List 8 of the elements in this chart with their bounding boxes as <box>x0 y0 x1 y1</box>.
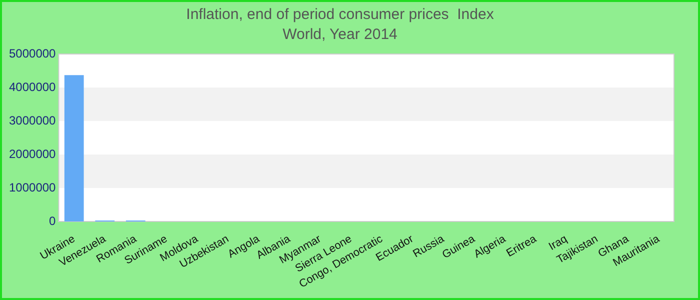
y-tick-label: 2000000 <box>9 146 56 161</box>
chart-subtitle: World, Year 2014 <box>282 26 398 44</box>
y-tick-label: 5000000 <box>9 46 56 60</box>
y-tick-label: 0 <box>49 214 56 228</box>
y-tick-label: 4000000 <box>9 80 56 94</box>
chart-title: Inflation, end of period consumer prices Index <box>186 6 494 24</box>
y-tick-label: 3000000 <box>9 113 56 128</box>
y-tick-label: 1000000 <box>9 180 56 194</box>
